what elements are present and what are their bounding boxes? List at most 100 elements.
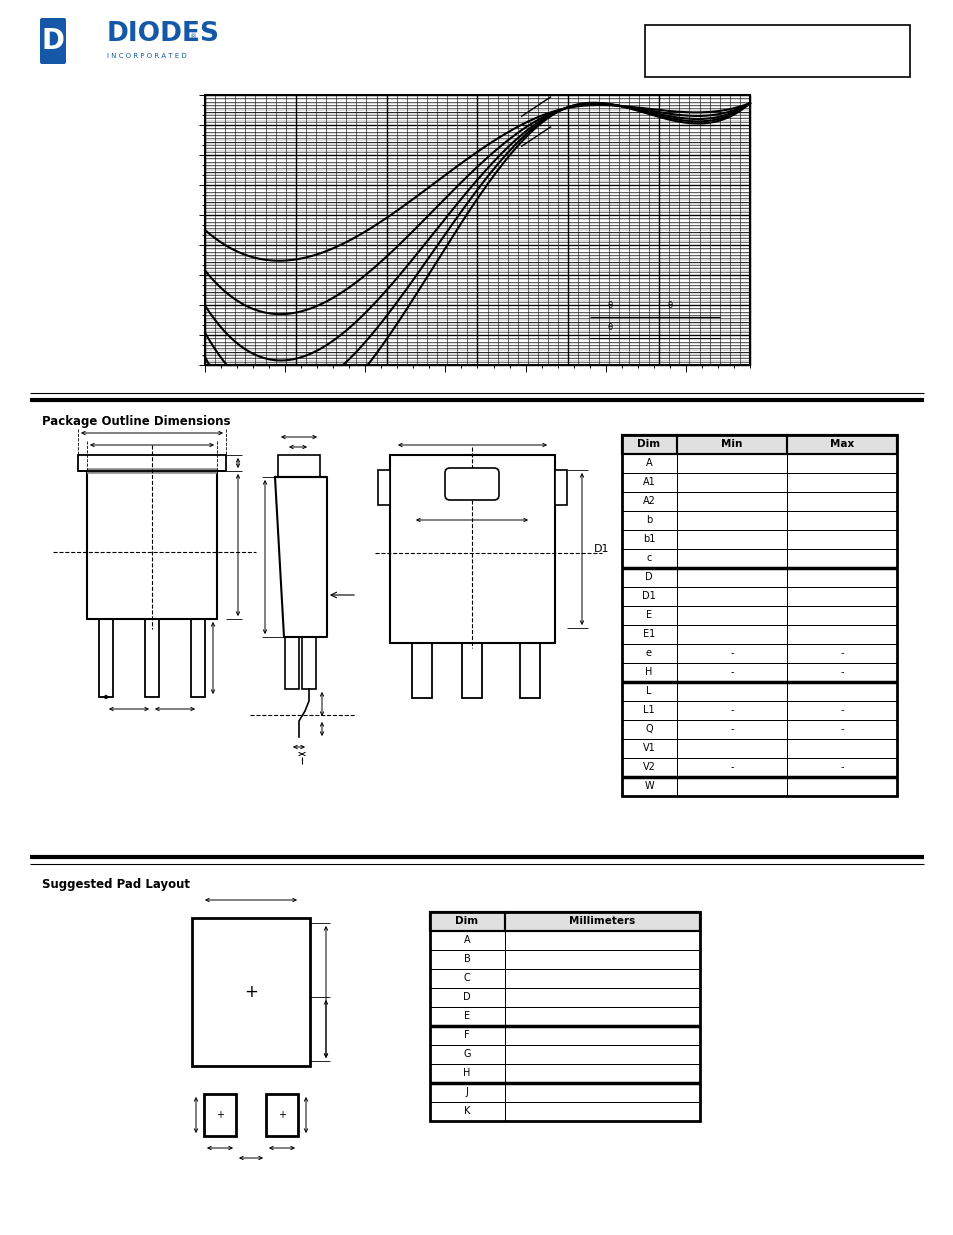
Text: I N C O R P O R A T E D: I N C O R P O R A T E D [107, 53, 187, 59]
Text: Dim: Dim [455, 916, 478, 926]
Bar [504, 1026, 700, 1045]
Text: -: - [729, 724, 733, 734]
Bar [621, 492, 677, 511]
Text: c: c [645, 553, 651, 563]
Bar [621, 530, 677, 550]
Text: +: + [277, 1110, 286, 1120]
Bar [621, 473, 677, 492]
Bar [677, 701, 786, 720]
Text: Millimeters: Millimeters [568, 916, 635, 926]
Text: Max: Max [829, 438, 853, 450]
Bar [621, 682, 677, 701]
Bar [786, 643, 896, 663]
Text: -: - [729, 705, 733, 715]
Text: θ: θ [607, 324, 612, 332]
Bar [504, 1007, 700, 1026]
Bar [786, 454, 896, 473]
Text: ®: ® [190, 35, 197, 40]
Bar [677, 454, 786, 473]
Bar [504, 1045, 700, 1065]
Bar [786, 739, 896, 758]
Bar [78, 454, 226, 471]
Bar [504, 931, 700, 950]
Bar [621, 550, 677, 568]
Bar [621, 739, 677, 758]
Bar [430, 931, 504, 950]
Bar [192, 918, 310, 1066]
Bar [87, 471, 216, 619]
Bar [677, 643, 786, 663]
Bar [677, 530, 786, 550]
Text: e: e [645, 648, 651, 658]
Bar [430, 911, 504, 931]
Bar [677, 492, 786, 511]
Bar [191, 619, 205, 697]
Text: D: D [42, 27, 65, 56]
Bar [786, 435, 896, 454]
Text: V2: V2 [642, 762, 655, 772]
Bar [621, 568, 677, 587]
Text: b1: b1 [642, 534, 655, 543]
Bar [677, 758, 786, 777]
Bar [677, 625, 786, 643]
Bar [677, 682, 786, 701]
Bar [504, 1102, 700, 1121]
Text: K: K [463, 1107, 470, 1116]
Bar [430, 988, 504, 1007]
Bar [786, 530, 896, 550]
Bar [519, 643, 539, 698]
Bar [99, 619, 112, 697]
Bar [430, 1102, 504, 1121]
Bar [621, 758, 677, 777]
Text: B: B [463, 953, 470, 965]
Bar [621, 606, 677, 625]
Bar [786, 568, 896, 587]
Bar [555, 471, 566, 505]
Text: E: E [463, 1011, 470, 1021]
Text: H: H [644, 667, 652, 677]
Text: +: + [244, 983, 257, 1002]
Bar [621, 663, 677, 682]
Bar [430, 1045, 504, 1065]
Bar [430, 1007, 504, 1026]
Text: D1: D1 [594, 543, 609, 555]
Bar [504, 988, 700, 1007]
Bar [786, 473, 896, 492]
Bar [205, 95, 749, 366]
Bar [677, 739, 786, 758]
Text: Package Outline Dimensions: Package Outline Dimensions [42, 415, 231, 429]
Bar [277, 454, 319, 477]
Bar [786, 587, 896, 606]
Bar [621, 435, 896, 454]
Text: +: + [215, 1110, 224, 1120]
Bar [677, 568, 786, 587]
Text: -: - [729, 762, 733, 772]
Bar [285, 637, 298, 689]
Text: Q: Q [644, 724, 652, 734]
Text: G: G [463, 1049, 470, 1058]
Text: D: D [644, 572, 652, 582]
Bar [266, 1094, 297, 1136]
Bar [504, 911, 700, 931]
Bar [390, 454, 555, 643]
Bar [621, 454, 677, 473]
Text: L1: L1 [642, 705, 654, 715]
Bar [677, 435, 786, 454]
Text: W: W [643, 781, 653, 790]
Bar [302, 637, 315, 689]
Bar [786, 663, 896, 682]
Text: -: - [840, 648, 842, 658]
Text: E1: E1 [642, 629, 655, 638]
Text: Suggested Pad Layout: Suggested Pad Layout [42, 878, 190, 890]
Bar [504, 950, 700, 969]
Bar [786, 550, 896, 568]
Bar [677, 606, 786, 625]
Bar [621, 701, 677, 720]
Bar [786, 682, 896, 701]
Text: C: C [463, 973, 470, 983]
Text: A: A [463, 935, 470, 945]
Bar [677, 720, 786, 739]
Text: -: - [840, 762, 842, 772]
Text: -: - [840, 667, 842, 677]
Text: θ: θ [607, 300, 612, 310]
